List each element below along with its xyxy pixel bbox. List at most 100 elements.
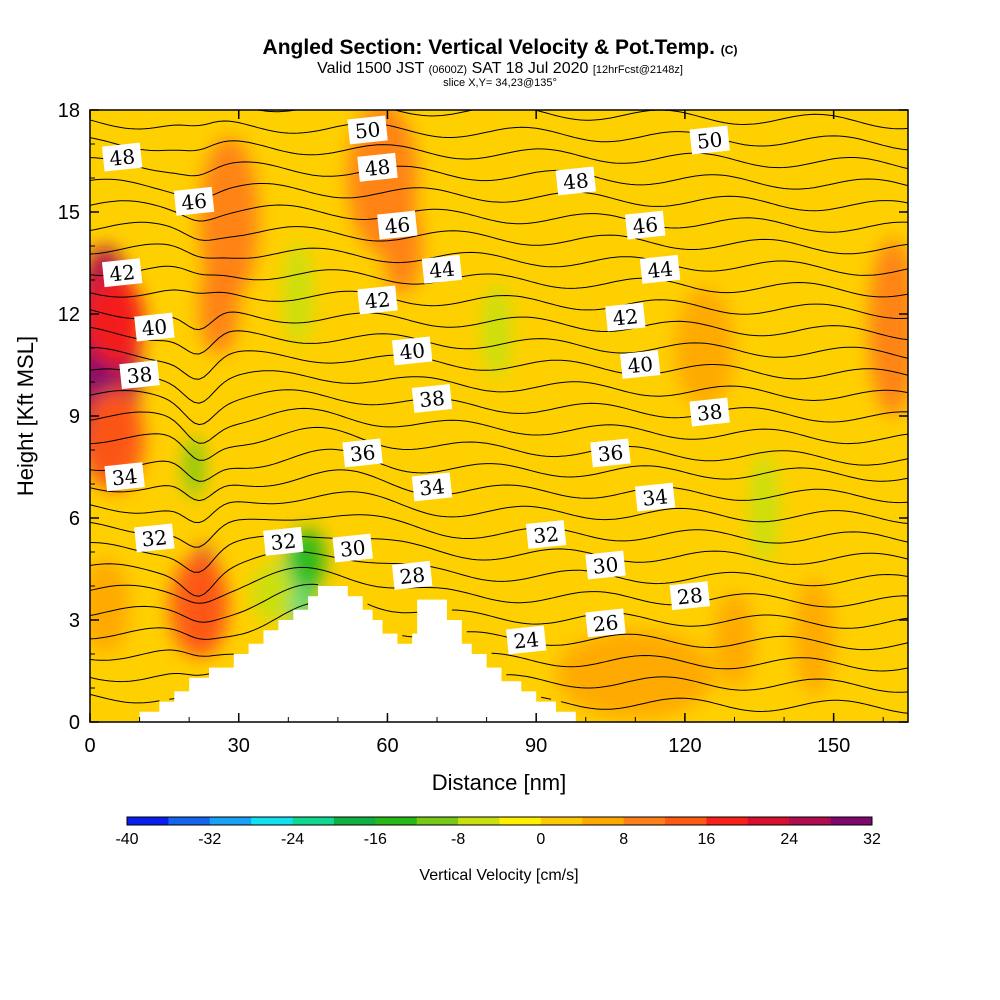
isentrope-line <box>90 673 908 693</box>
velocity-cell <box>868 239 908 416</box>
y-tick-label: 18 <box>58 100 80 122</box>
velocity-cell <box>793 579 834 695</box>
colorbar-swatch <box>127 817 169 825</box>
colorbar-swatch <box>499 817 542 825</box>
contour-label: 30 <box>339 535 367 562</box>
colorbar-swatch <box>333 817 376 825</box>
contour-label-bg <box>590 438 631 468</box>
isentrope-line <box>90 157 908 190</box>
contour-label: 28 <box>676 583 704 610</box>
contour-label: 24 <box>512 627 540 654</box>
velocity-cell <box>184 436 205 498</box>
title-mark: (C) <box>720 43 738 57</box>
contour-label: 46 <box>383 212 411 239</box>
contour-label-bg <box>411 384 453 413</box>
contour-label: 34 <box>641 484 669 511</box>
terrain <box>90 586 908 722</box>
contour-label-bg <box>342 438 383 468</box>
contour-label-bg <box>101 142 143 172</box>
isentrope-line <box>90 389 908 426</box>
contour-label-bg <box>506 625 547 655</box>
isentrope-lines <box>90 110 908 714</box>
contour-label: 46 <box>180 189 208 216</box>
colorbar-tick-label: -8 <box>451 831 465 848</box>
x-tick-label: 90 <box>525 735 547 757</box>
velocity-cell <box>90 276 145 365</box>
velocity-cell <box>749 453 780 563</box>
colorbar-swatch <box>747 817 790 825</box>
colorbar-tick-label: 8 <box>619 831 628 848</box>
contour-label-bg <box>620 350 661 379</box>
contour-label-bg <box>421 254 463 284</box>
velocity-cell <box>481 283 512 379</box>
isentrope-line <box>90 221 908 255</box>
contour-label-bg <box>104 462 145 492</box>
isentrope-line <box>90 469 908 504</box>
contour-label: 36 <box>597 440 625 467</box>
contour-label-bg <box>585 550 626 580</box>
isentrope-line <box>90 514 908 548</box>
y-tick-label: 3 <box>69 610 80 632</box>
title-text: Angled Section: Vertical Velocity & Pot.… <box>262 36 715 59</box>
contour-label: 30 <box>592 552 620 579</box>
y-tick-label: 9 <box>69 406 80 428</box>
colorbar-tick-label: 32 <box>863 831 881 848</box>
contour-label: 40 <box>141 314 169 341</box>
colorbar-tick-label: -32 <box>198 831 221 848</box>
contour-label: 28 <box>398 563 426 590</box>
contour-label-bg <box>134 523 175 553</box>
contour-label-bg <box>119 360 160 390</box>
x-tick-label: 60 <box>376 735 398 757</box>
contour-label: 32 <box>141 525 169 552</box>
velocity-cell <box>283 242 314 345</box>
contour-label: 46 <box>631 212 659 239</box>
y-tick-label: 6 <box>69 508 80 530</box>
isentrope-line <box>90 119 908 151</box>
forecast-info: [12hrFcst@2148z] <box>592 64 683 76</box>
contour-label-bg <box>639 254 681 284</box>
velocity-cell <box>251 562 296 624</box>
colorbar-swatch <box>251 817 294 825</box>
velocity-cell <box>169 555 229 658</box>
isentrope-line <box>90 178 908 212</box>
contour-label: 44 <box>428 257 456 284</box>
x-tick-label: 150 <box>817 735 850 757</box>
colorbar-swatch <box>292 817 335 825</box>
colorbar-tick-label: -24 <box>281 831 304 848</box>
contour-label-bg <box>134 312 175 342</box>
isentrope-line <box>90 200 908 233</box>
colorbar-swatch <box>582 817 625 825</box>
isentrope-line <box>90 448 908 482</box>
contour-label-bg <box>525 520 567 549</box>
slice-info: slice X,Y= 34,23@135° <box>443 77 557 89</box>
isentrope-line <box>90 535 908 573</box>
contour-label: 36 <box>349 440 377 467</box>
y-tick-label: 0 <box>69 712 80 734</box>
contour-label-bg <box>689 397 730 427</box>
chart-title: Angled Section: Vertical Velocity & Pot.… <box>0 36 1000 60</box>
colorbar-swatch <box>209 817 252 825</box>
contour-label: 38 <box>126 362 154 389</box>
contour-label: 42 <box>612 304 640 331</box>
contour-label-bg <box>411 472 453 502</box>
contour-label-bg <box>357 285 398 315</box>
colorbar-title: Vertical Velocity [cm/s] <box>419 867 578 884</box>
contour-label-bg <box>377 210 418 240</box>
contour-label-bg <box>357 152 398 182</box>
valid-date: SAT 18 Jul 2020 <box>471 60 589 77</box>
contour-label: 42 <box>108 260 136 287</box>
contour-label-bg <box>555 166 596 196</box>
contour-label: 38 <box>418 386 446 413</box>
colorbar-swatch <box>789 817 832 825</box>
contour-label: 26 <box>592 610 620 637</box>
colorbar-swatch <box>375 817 418 825</box>
isentrope-line <box>90 137 908 170</box>
x-tick-label: 0 <box>84 735 95 757</box>
velocity-cell <box>90 558 130 654</box>
colorbar-tick-label: -16 <box>364 831 387 848</box>
isentrope-line <box>90 309 908 341</box>
utc-time: (0600Z) <box>428 64 468 76</box>
contour-label-bg <box>585 608 626 638</box>
